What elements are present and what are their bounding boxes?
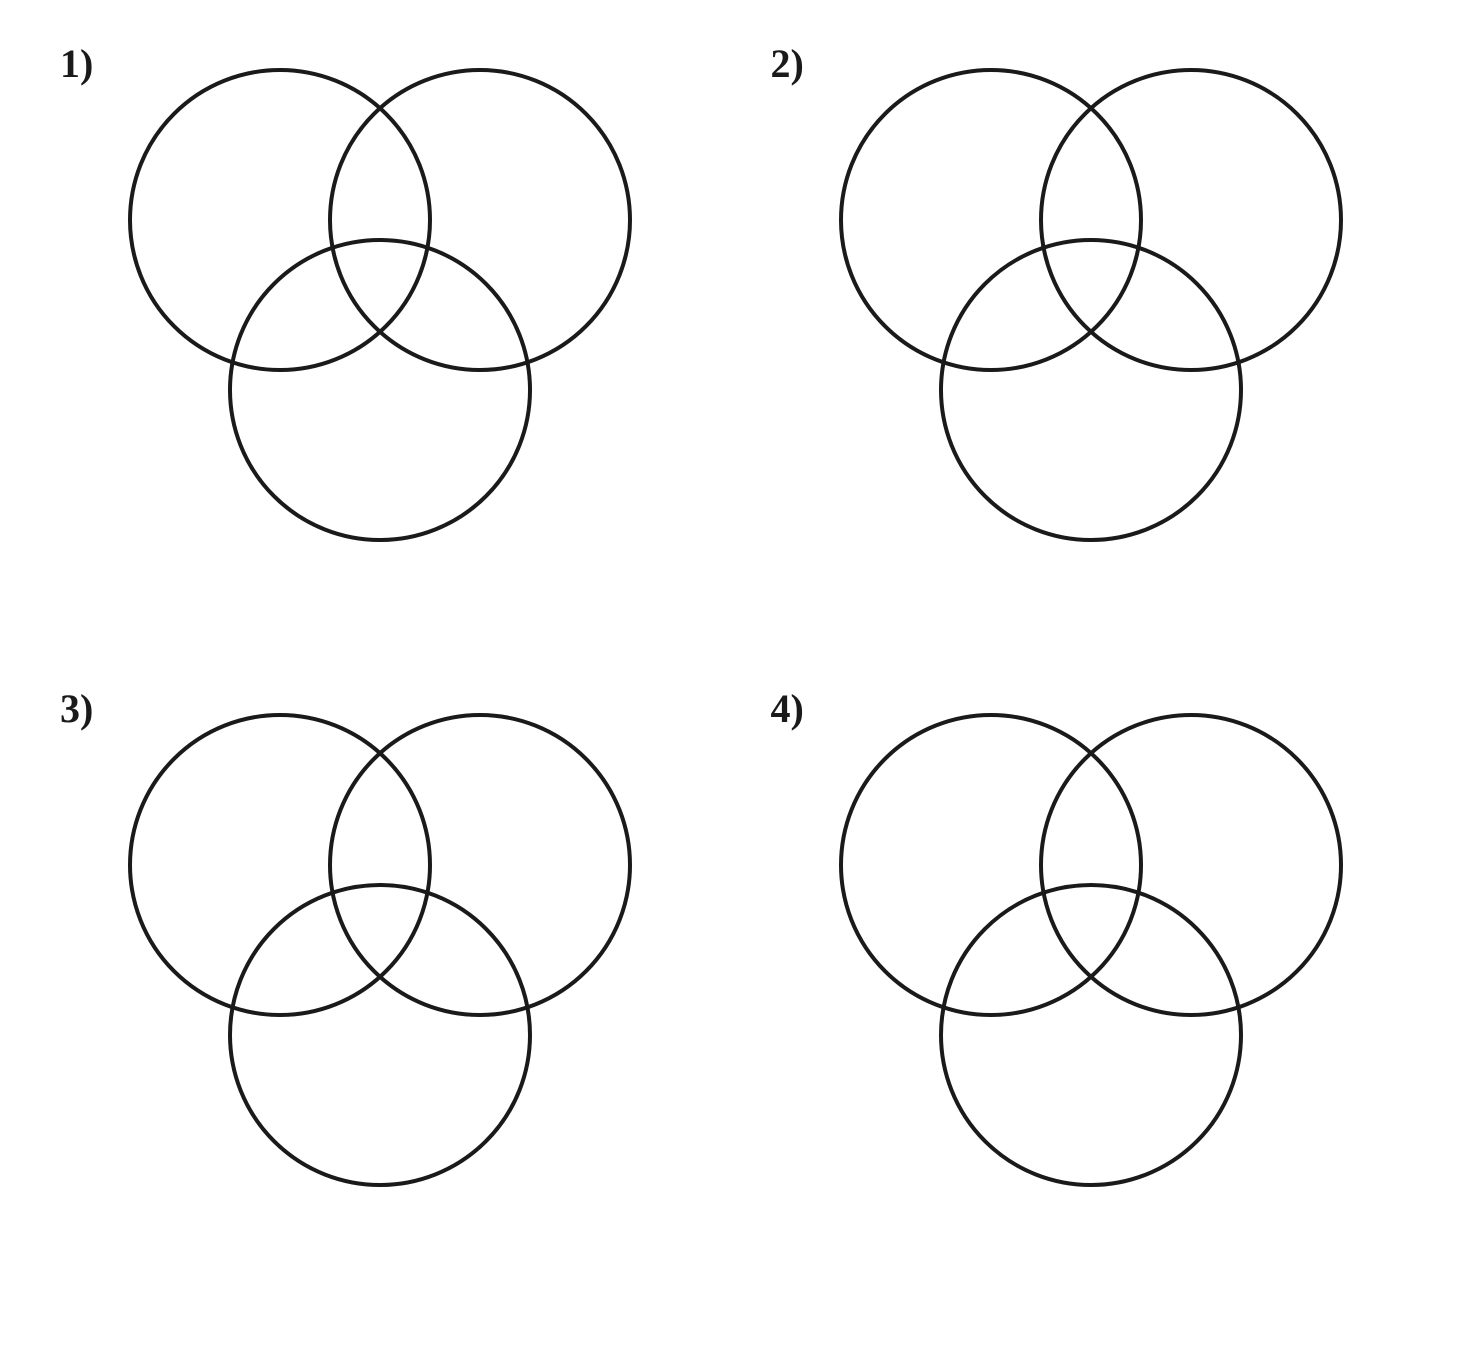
venn-diagram-2: 2) [771,40,1422,565]
venn-circle-right [1041,715,1341,1015]
venn-circle-left [130,715,430,1015]
venn-diagram-3: 3) [60,685,711,1210]
venn-circle-bottom [230,240,530,540]
venn-svg-4 [821,695,1361,1205]
venn-circle-bottom [941,240,1241,540]
venn-circle-right [330,715,630,1015]
venn-svg-3 [110,695,650,1205]
venn-svg-2 [821,50,1361,560]
venn-circle-right [1041,70,1341,370]
venn-label-3: 3) [60,685,93,732]
venn-circle-left [130,70,430,370]
venn-diagram-1: 1) [60,40,711,565]
venn-grid: 1) 2) 3) 4) [60,40,1421,1210]
venn-label-2: 2) [771,40,804,87]
venn-diagram-4: 4) [771,685,1422,1210]
venn-circle-left [841,70,1141,370]
venn-circle-bottom [230,885,530,1185]
venn-circle-left [841,715,1141,1015]
venn-svg-1 [110,50,650,560]
venn-circle-bottom [941,885,1241,1185]
venn-label-4: 4) [771,685,804,732]
venn-circle-right [330,70,630,370]
venn-label-1: 1) [60,40,93,87]
